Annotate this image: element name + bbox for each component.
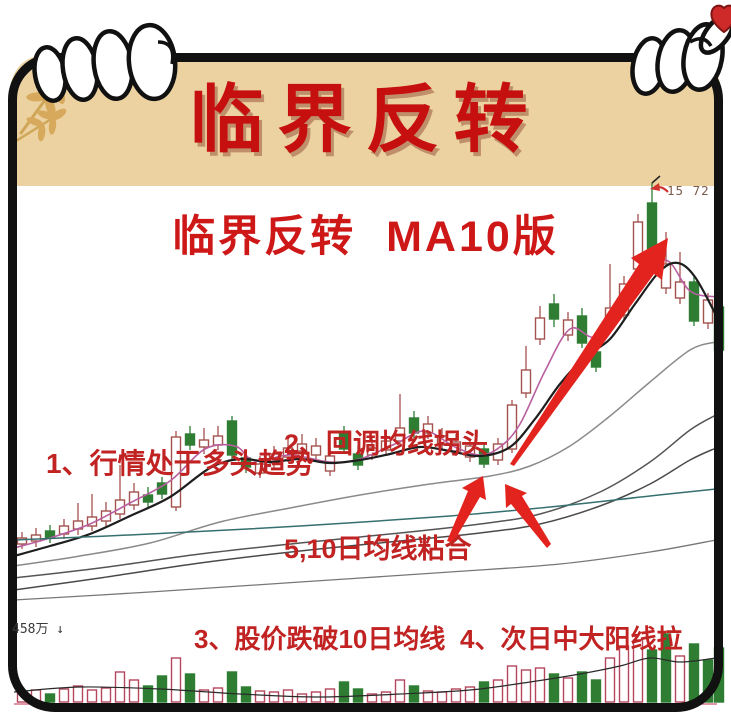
- volume-label: 458万 ↓: [12, 622, 65, 637]
- volume-bar: [58, 688, 70, 703]
- candle: [422, 416, 434, 439]
- volume-bar: [576, 671, 588, 703]
- volume-bar: [660, 633, 672, 703]
- volume-bar: [72, 685, 84, 703]
- volume-bar: [254, 690, 266, 703]
- volume-bar: [492, 679, 504, 703]
- volume-bar: [632, 639, 644, 703]
- volume-bar: [296, 693, 308, 703]
- volume-bar: [478, 681, 490, 703]
- volume-bar: [464, 686, 476, 703]
- peak-price-label: 15 72: [667, 183, 710, 198]
- volume-bar: [86, 689, 98, 703]
- candle: [520, 346, 532, 398]
- volume-bar: [226, 671, 238, 703]
- volume-bar: [520, 669, 532, 703]
- volume-bar: [604, 657, 616, 703]
- candle: [44, 525, 56, 543]
- candle: [534, 306, 546, 345]
- moving-average-lines: [12, 258, 718, 601]
- volume-bar: [198, 689, 210, 703]
- volume-bar: [562, 677, 574, 703]
- banner-background: [9, 54, 722, 186]
- candle: [450, 434, 462, 456]
- volume-bar: [268, 691, 280, 703]
- annotation-step3: 3、股价跌破10日均线 即将死又形成空头: [194, 554, 445, 719]
- candle: [58, 519, 70, 539]
- volume-bar: [450, 688, 462, 703]
- ma-line-MA60: [13, 447, 717, 591]
- candle: [296, 434, 308, 456]
- volume-bar: [534, 667, 546, 703]
- volume-bar: [44, 693, 56, 703]
- right-hand-icon: [630, 13, 731, 96]
- volume-bar: [646, 649, 658, 703]
- annotation-step3-line1: 3、股价跌破10日均线: [194, 624, 446, 654]
- ma-line-MA30: [13, 414, 717, 579]
- candle: [184, 426, 196, 450]
- volume-bar: [324, 688, 336, 703]
- candle: [128, 483, 140, 510]
- volume-bar: [142, 685, 154, 703]
- candle: [30, 528, 42, 547]
- annotation-step2: 2、回调均线拐头 5,10日均线粘合: [284, 357, 488, 602]
- annotation-step2-line2: 5,10日均线粘合: [284, 534, 472, 564]
- annotation-arrows: [447, 238, 668, 548]
- step3-up-arrow-icon: [447, 476, 486, 543]
- candle: [576, 308, 588, 348]
- candle: [86, 494, 98, 531]
- left-hand-icon: [32, 22, 178, 103]
- frame-border: [8, 53, 723, 712]
- volume-bar: [394, 679, 406, 703]
- candle: [562, 312, 574, 341]
- ma-line-MA10: [12, 261, 718, 558]
- annotation-step1: 1、行情处于多头趋势: [46, 448, 314, 479]
- candle: [506, 400, 518, 453]
- ma-line-MA250: [13, 488, 717, 541]
- price-flag-pointer-icon: [650, 175, 669, 193]
- volume-bar: [380, 691, 392, 703]
- volume-bar: [590, 679, 602, 703]
- volume-bar: [338, 681, 350, 703]
- volume-bar: [674, 655, 686, 703]
- step4-up-arrow-icon: [505, 484, 551, 548]
- volume-bar: [212, 687, 224, 703]
- candle: [114, 465, 126, 519]
- poster-title: 临界反转: [189, 78, 542, 161]
- volume-bar: [548, 673, 560, 703]
- volume-ma-line: [13, 657, 717, 698]
- annotation-step2-line1: 2、回调均线拐头: [284, 429, 489, 459]
- annotation-step4: 4、次日中大阳线拉 升均线再次拐头向上: [460, 554, 704, 719]
- big-rally-arrow-icon: [510, 238, 668, 466]
- annotation-step4-line1: 4、次日中大阳线拉: [460, 624, 683, 654]
- candle: [688, 275, 700, 326]
- ma-line-MA120: [13, 539, 717, 601]
- volume-bar: [366, 693, 378, 703]
- chart-subtitle: 临界反转 MA10版: [172, 213, 559, 261]
- volume-bar: [170, 657, 182, 703]
- ma-line-MA20: [13, 341, 717, 567]
- volume-bar: [422, 690, 434, 703]
- candle: [16, 532, 28, 549]
- volume-bar: [184, 673, 196, 703]
- candle: [142, 487, 154, 507]
- candle: [310, 438, 322, 460]
- candle: [338, 426, 350, 454]
- volume-bar: [128, 679, 140, 703]
- volume-bar: [100, 687, 112, 703]
- candle: [548, 294, 560, 327]
- heart-icon: [710, 4, 731, 34]
- volume-bar: [618, 645, 630, 703]
